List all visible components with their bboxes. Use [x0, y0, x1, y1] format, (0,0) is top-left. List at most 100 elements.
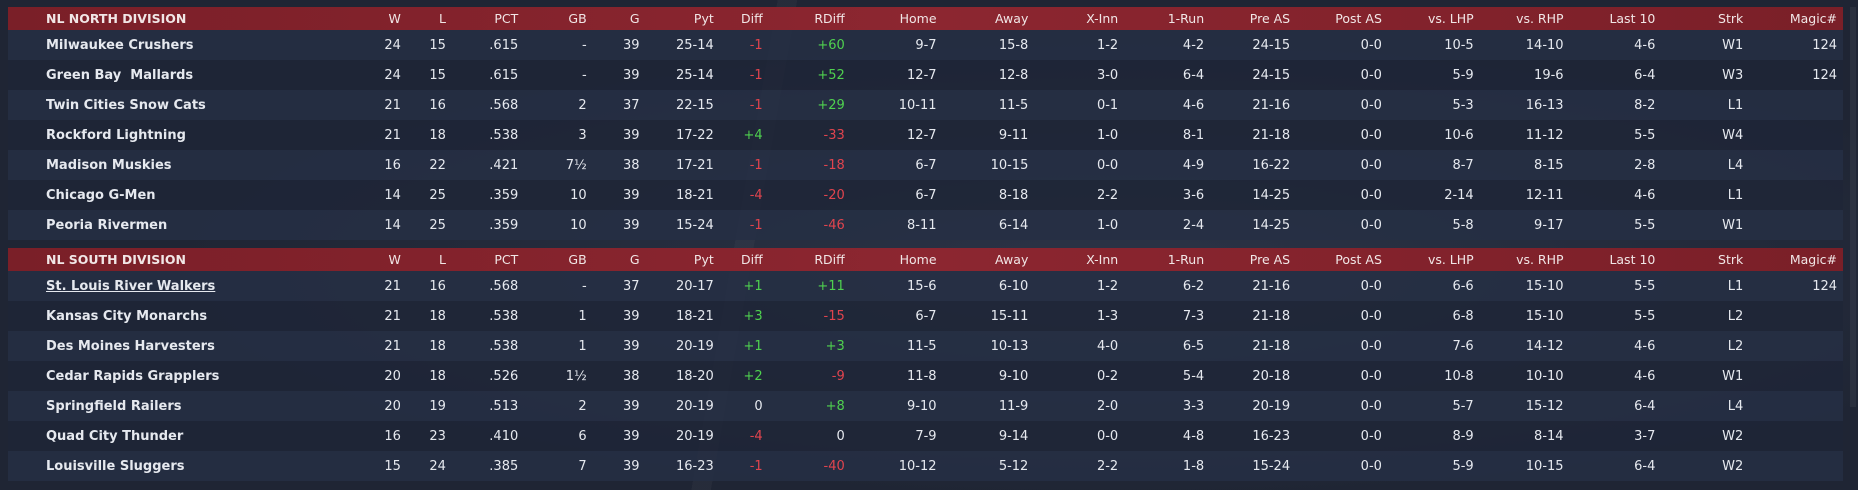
cell-w: 21: [384, 338, 401, 354]
column-header-magic[interactable]: Magic#: [1789, 11, 1838, 26]
team-name-link[interactable]: Chicago G-Men: [46, 187, 156, 203]
cell-vlhp: 5-9: [1452, 458, 1474, 474]
team-row[interactable]: Louisville Sluggers 15 24 .385 7 39 16-23 -1 -40…: [8, 451, 1843, 481]
column-header-g[interactable]: G: [629, 252, 640, 267]
column-header-gb[interactable]: GB: [568, 11, 587, 26]
cell-diff: +1: [743, 338, 763, 354]
team-row[interactable]: Milwaukee Crushers 24 15 .615 - 39 25-14 -1 +60 9…: [8, 30, 1843, 60]
column-header-onerun[interactable]: 1-Run: [1167, 11, 1205, 26]
column-header-home[interactable]: Home: [899, 252, 937, 267]
column-header-xinn[interactable]: X-Inn: [1086, 11, 1119, 26]
cell-postas: 0-0: [1360, 428, 1382, 444]
column-header-postas[interactable]: Post AS: [1335, 252, 1382, 267]
cell-postas: 0-0: [1360, 37, 1382, 53]
team-name-link[interactable]: Kansas City Monarchs: [46, 308, 208, 324]
team-row[interactable]: Quad City Thunder 16 23 .410 6 39 20-19 -4 0 7-9 9…: [8, 421, 1843, 451]
column-header-rdiff[interactable]: RDiff: [814, 11, 845, 26]
cell-diff: +2: [743, 368, 763, 384]
cell-last10: 6-4: [1634, 398, 1656, 414]
team-name-link[interactable]: Quad City Thunder: [46, 428, 184, 444]
cell-gb: 1: [578, 308, 587, 324]
column-header-vlhp[interactable]: vs. LHP: [1427, 252, 1474, 267]
column-header-vrhp[interactable]: vs. RHP: [1516, 252, 1564, 267]
team-row[interactable]: Green Bay Mallards 24 15 .615 - 39 25-14 -1 +52 1…: [8, 60, 1843, 90]
column-header-pyt[interactable]: Pyt: [693, 252, 714, 267]
column-header-last10[interactable]: Last 10: [1609, 11, 1656, 26]
team-row[interactable]: Chicago G-Men 14 25 .359 10 39 18-21 -4 -20 6-7 8-…: [8, 180, 1843, 210]
cell-l: 18: [429, 368, 446, 384]
team-name-link[interactable]: Des Moines Harvesters: [46, 338, 215, 354]
column-header-g[interactable]: G: [629, 11, 640, 26]
column-header-diff[interactable]: Diff: [740, 252, 763, 267]
cell-preas: 15-24: [1252, 458, 1291, 474]
team-name-link[interactable]: Milwaukee Crushers: [46, 37, 194, 53]
team-row[interactable]: Kansas City Monarchs 21 18 .538 1 39 18-21 +3 -1…: [8, 301, 1843, 331]
cell-pyt: 17-21: [675, 157, 714, 173]
team-name-link[interactable]: Cedar Rapids Grapplers: [46, 368, 220, 384]
team-name-link[interactable]: Rockford Lightning: [46, 127, 186, 143]
column-header-w[interactable]: W: [388, 11, 401, 26]
cell-onerun: 8-1: [1182, 127, 1205, 143]
column-header-diff[interactable]: Diff: [740, 11, 763, 26]
column-header-postas[interactable]: Post AS: [1335, 11, 1382, 26]
column-header-rdiff[interactable]: RDiff: [814, 252, 845, 267]
division-team-rows: St. Louis River Walkers 21 16.568-37 20-17 +…: [8, 271, 1843, 481]
column-header-l[interactable]: L: [438, 11, 446, 26]
column-header-magic[interactable]: Magic#: [1789, 252, 1838, 267]
team-row[interactable]: Twin Cities Snow Cats 21 16 .568 2 37 22-15 -1 +…: [8, 90, 1843, 120]
column-header-preas[interactable]: Pre AS: [1249, 11, 1291, 26]
cell-rdiff: -9: [831, 368, 845, 384]
column-header-away[interactable]: Away: [995, 11, 1029, 26]
column-header-pyt[interactable]: Pyt: [693, 11, 714, 26]
team-name-link[interactable]: Green Bay Mallards: [46, 67, 194, 83]
cell-vlhp: 7-6: [1452, 338, 1474, 354]
team-name-link[interactable]: Springfield Railers: [46, 398, 182, 414]
team-name-link[interactable]: Twin Cities Snow Cats: [46, 97, 206, 113]
division-title: NL SOUTH DIVISION: [46, 252, 186, 267]
team-row[interactable]: Springfield Railers 20 19 .513 2 39 20-19 0 +8 9-…: [8, 391, 1843, 421]
team-name-link[interactable]: Madison Muskies: [46, 157, 172, 173]
cell-preas: 20-18: [1252, 368, 1291, 384]
cell-l: 19: [429, 398, 446, 414]
team-name-link[interactable]: St. Louis River Walkers: [46, 278, 216, 294]
cell-rdiff: -33: [823, 127, 845, 143]
cell-home: 12-7: [907, 67, 937, 83]
cell-w: 24: [384, 37, 401, 53]
cell-l: 16: [429, 278, 446, 294]
cell-strk: W3: [1722, 67, 1744, 83]
column-header-xinn[interactable]: X-Inn: [1086, 252, 1119, 267]
cell-g: 38: [622, 157, 640, 173]
scrollbar[interactable]: [1850, 7, 1856, 407]
column-header-pct[interactable]: PCT: [494, 252, 519, 267]
cell-home: 8-11: [907, 217, 937, 233]
team-row[interactable]: Peoria Rivermen 14 25 .359 10 39 15-24 -1 -46 8-1…: [8, 210, 1843, 240]
column-header-strk[interactable]: Strk: [1718, 252, 1744, 267]
column-header-strk[interactable]: Strk: [1718, 11, 1744, 26]
cell-vlhp: 10-6: [1444, 127, 1474, 143]
team-name-link[interactable]: Peoria Rivermen: [46, 217, 168, 233]
column-header-onerun[interactable]: 1-Run: [1167, 252, 1205, 267]
column-header-preas[interactable]: Pre AS: [1249, 252, 1291, 267]
column-header-gb[interactable]: GB: [568, 252, 587, 267]
team-row[interactable]: St. Louis River Walkers 21 16 .568 - 37 20-17 +…: [8, 271, 1843, 301]
cell-xinn: 2-2: [1096, 187, 1119, 203]
cell-gb: -: [581, 37, 587, 53]
team-row[interactable]: Cedar Rapids Grapplers 20 18 .526 1½ 38 18-20 +…: [8, 361, 1843, 391]
column-header-pct[interactable]: PCT: [494, 11, 519, 26]
cell-last10: 4-6: [1634, 368, 1656, 384]
team-name-link[interactable]: Louisville Sluggers: [46, 458, 185, 474]
team-row[interactable]: Des Moines Harvesters 21 18 .538 1 39 20-19 +1 +…: [8, 331, 1843, 361]
cell-l: 16: [429, 97, 446, 113]
team-row[interactable]: Madison Muskies 16 22 .421 7½ 38 17-21 -1 -18 6-7…: [8, 150, 1843, 180]
column-header-l[interactable]: L: [438, 252, 446, 267]
column-header-vlhp[interactable]: vs. LHP: [1427, 11, 1474, 26]
team-row[interactable]: Rockford Lightning 21 18 .538 3 39 17-22 +4 -33 1…: [8, 120, 1843, 150]
cell-pct: .615: [489, 37, 519, 53]
column-header-away[interactable]: Away: [995, 252, 1029, 267]
column-header-last10[interactable]: Last 10: [1609, 252, 1656, 267]
column-header-vrhp[interactable]: vs. RHP: [1516, 11, 1564, 26]
column-header-home[interactable]: Home: [899, 11, 937, 26]
column-header-w[interactable]: W: [388, 252, 401, 267]
cell-pct: .538: [489, 308, 519, 324]
cell-vlhp: 5-9: [1452, 67, 1474, 83]
